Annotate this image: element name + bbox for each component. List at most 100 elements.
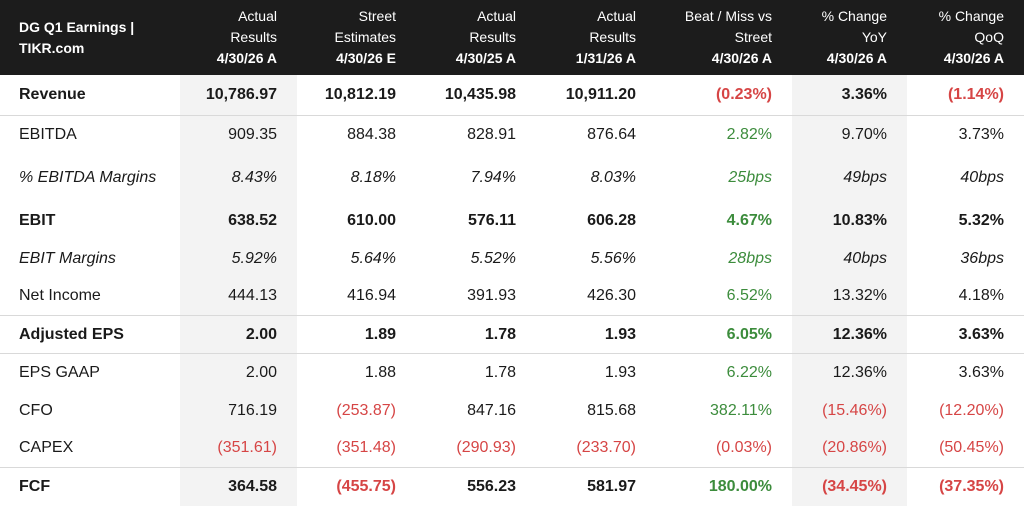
table-cell: 364.58 xyxy=(180,467,297,506)
table-cell: 180.00% xyxy=(656,467,792,506)
row-label: % EBITDA Margins xyxy=(19,168,157,186)
table-cell: (37.35%) xyxy=(907,467,1024,506)
table-cell: 10,786.97 xyxy=(180,75,297,116)
column-header: Actual Results 4/30/25 A xyxy=(455,8,516,66)
table-cell: 1.89 xyxy=(297,315,416,354)
table-cell: 3.36% xyxy=(792,75,907,116)
row-label: FCF xyxy=(0,467,180,506)
row-label: Revenue xyxy=(19,86,86,103)
table-row: Revenue 10,786.97 10,812.19 10,435.98 10,911… xyxy=(0,75,1024,116)
table-cell: 28bps xyxy=(728,249,772,267)
table-cell: (0.03%) xyxy=(715,439,772,457)
table-cell: 5.92% xyxy=(180,239,297,278)
row-label: EBIT xyxy=(19,211,56,229)
table-cell: 40bps xyxy=(792,239,907,278)
table-cell: 2.00 xyxy=(180,315,297,354)
table-row: EBIT Margins 5.92% 5.64% 5.52% 5.56% 28bps 40b… xyxy=(0,239,1024,278)
table-cell: 847.16 xyxy=(467,401,516,419)
column-header: % Change QoQ 4/30/26 A xyxy=(938,8,1004,66)
column-header: Actual Results 1/31/26 A xyxy=(575,8,636,66)
table-cell: 828.91 xyxy=(416,115,536,154)
table-cell: 36bps xyxy=(960,249,1004,267)
table-cell: (34.45%) xyxy=(792,467,907,506)
table-cell: 5.32% xyxy=(958,211,1004,229)
table-row: FCF 364.58 (455.75) 556.23 581.97 180.00% (34.… xyxy=(0,467,1024,506)
table-cell: 876.64 xyxy=(536,115,656,154)
table-body: Revenue 10,786.97 10,812.19 10,435.98 10,911… xyxy=(0,75,1024,506)
row-label: Net Income xyxy=(19,287,101,305)
table-cell: (1.14%) xyxy=(947,86,1004,103)
row-label: CFO xyxy=(19,401,53,419)
table-cell: (351.48) xyxy=(336,439,396,457)
table-cell: 3.73% xyxy=(907,115,1024,154)
table-cell: 444.13 xyxy=(180,277,297,316)
table-cell: (15.46%) xyxy=(792,391,907,430)
row-label: EBIT Margins xyxy=(19,249,116,267)
table-cell: 8.18% xyxy=(350,168,396,186)
table-cell: 8.03% xyxy=(590,168,636,186)
table-cell: 1.78 xyxy=(416,315,536,354)
table-cell: 638.52 xyxy=(180,201,297,240)
table-cell: 2.82% xyxy=(656,115,792,154)
table-cell: 10,812.19 xyxy=(324,86,396,103)
table-cell: 5.52% xyxy=(470,249,516,267)
table-cell: 3.63% xyxy=(907,353,1024,392)
table-cell: (0.23%) xyxy=(715,86,772,103)
table-cell: 8.43% xyxy=(180,153,297,202)
table-cell: 1.93 xyxy=(536,315,656,354)
row-label: EBITDA xyxy=(0,115,180,154)
table-cell: 716.19 xyxy=(180,391,297,430)
table-cell: 6.22% xyxy=(656,353,792,392)
table-cell: 2.00 xyxy=(180,353,297,392)
table-cell: 49bps xyxy=(792,153,907,202)
table-cell: 416.94 xyxy=(347,287,396,305)
table-cell: 581.97 xyxy=(536,467,656,506)
table-cell: 391.93 xyxy=(467,287,516,305)
table-cell: (351.61) xyxy=(180,429,297,468)
table-cell: 6.52% xyxy=(726,287,772,305)
table-row: % EBITDA Margins 8.43% 8.18% 7.94% 8.03% 25bp… xyxy=(0,153,1024,202)
table-cell: (50.45%) xyxy=(939,439,1004,457)
table-cell: (233.70) xyxy=(576,439,636,457)
table-cell: 815.68 xyxy=(587,401,636,419)
table-cell: 13.32% xyxy=(792,277,907,316)
table-row: EPS GAAP 2.00 1.88 1.78 1.93 6.22% 12.36% 3.63% xyxy=(0,353,1024,392)
table-cell: 4.18% xyxy=(958,287,1004,305)
table-cell: 610.00 xyxy=(347,211,396,229)
table-title: DG Q1 Earnings | TIKR.com xyxy=(19,18,135,56)
table-row: EBITDA 909.35 884.38 828.91 876.64 2.82% 9.70%… xyxy=(0,115,1024,154)
table-cell: 1.78 xyxy=(416,353,536,392)
column-header: Actual Results 4/30/26 A xyxy=(216,8,277,66)
table-cell: 10,435.98 xyxy=(444,86,516,103)
table-cell: 576.11 xyxy=(467,211,516,229)
table-cell: 884.38 xyxy=(297,115,416,154)
table-cell: 10.83% xyxy=(792,201,907,240)
table-cell: 1.88 xyxy=(297,353,416,392)
table-cell: 426.30 xyxy=(587,287,636,305)
table-cell: 3.63% xyxy=(907,315,1024,354)
table-cell: 12.36% xyxy=(792,353,907,392)
table-cell: (253.87) xyxy=(336,401,396,419)
table-cell: 12.36% xyxy=(792,315,907,354)
table-row: CAPEX (351.61) (351.48) (290.93) (233.70) (0.… xyxy=(0,429,1024,468)
table-cell: 25bps xyxy=(728,168,772,186)
table-cell: 40bps xyxy=(960,168,1004,186)
table-cell: 606.28 xyxy=(587,211,636,229)
table-cell: 1.93 xyxy=(536,353,656,392)
table-cell: 4.67% xyxy=(726,211,772,229)
table-row: Net Income 444.13 416.94 391.93 426.30 6.52% 1… xyxy=(0,277,1024,316)
table-cell: 5.56% xyxy=(590,249,636,267)
table-cell: (455.75) xyxy=(297,467,416,506)
table-cell: 9.70% xyxy=(792,115,907,154)
table-cell: 6.05% xyxy=(656,315,792,354)
table-cell: 556.23 xyxy=(416,467,536,506)
column-header: Beat / Miss vs Street 4/30/26 A xyxy=(684,8,772,66)
table-cell: (20.86%) xyxy=(792,429,907,468)
table-cell: 382.11% xyxy=(710,401,772,419)
row-label: Adjusted EPS xyxy=(0,315,180,354)
table-header: DG Q1 Earnings | TIKR.com Actual Results 4… xyxy=(0,0,1024,75)
table-cell: 7.94% xyxy=(470,168,516,186)
table-cell: 10,911.20 xyxy=(565,86,636,103)
table-cell: (290.93) xyxy=(456,439,516,457)
